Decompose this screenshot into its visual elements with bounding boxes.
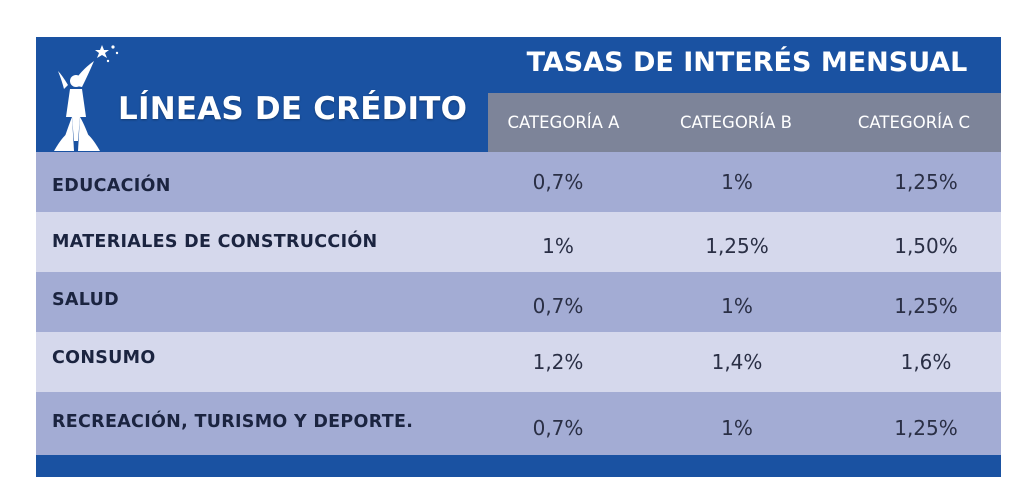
rate-category-b: 1,25% <box>705 234 769 258</box>
rate-category-b: 1% <box>721 294 753 318</box>
tasas-title: TASAS DE INTERÉS MENSUAL <box>526 47 968 78</box>
rate-category-c: 1,25% <box>894 294 958 318</box>
rate-category-a: 0,7% <box>532 294 584 318</box>
lineas-de-credito-title: LÍNEAS DE CRÉDITO <box>118 91 468 127</box>
rate-category-b: 1% <box>721 170 753 194</box>
rate-category-a: 1% <box>542 234 574 258</box>
rate-category-c: 1,25% <box>894 415 958 440</box>
rate-category-a: 0,7% <box>532 170 584 194</box>
row-label: SALUD <box>52 290 119 310</box>
category-header-strip <box>488 93 1001 152</box>
category-b-header: CATEGORÍA B <box>680 113 792 132</box>
row-label: RECREACIÓN, TURISMO Y DEPORTE. <box>52 411 414 432</box>
interest-rate-table: LÍNEAS DE CRÉDITO TASAS DE INTERÉS MENSU… <box>36 37 1001 477</box>
table-row: CONSUMO 1,2% 1,4% 1,6% <box>36 332 1001 392</box>
row-label: CONSUMO <box>52 348 156 368</box>
table-row: EDUCACIÓN 0,7% 1% 1,25% <box>36 152 1001 212</box>
footer-bar <box>36 455 1001 477</box>
rate-category-a: 0,7% <box>532 415 584 440</box>
table-row: RECREACIÓN, TURISMO Y DEPORTE. 0,7% 1% 1… <box>36 392 1001 455</box>
table-row: MATERIALES DE CONSTRUCCIÓN 1% 1,25% 1,50… <box>36 212 1001 272</box>
logo-icon <box>54 45 119 151</box>
rate-category-c: 1,6% <box>900 350 952 374</box>
rate-category-b: 1% <box>721 415 753 440</box>
category-c-header: CATEGORÍA C <box>857 113 971 132</box>
category-a-header: CATEGORÍA A <box>507 113 620 132</box>
rate-category-c: 1,50% <box>894 234 958 258</box>
table-header: LÍNEAS DE CRÉDITO TASAS DE INTERÉS MENSU… <box>36 37 1001 152</box>
table-row: SALUD 0,7% 1% 1,25% <box>36 272 1001 332</box>
rate-category-c: 1,25% <box>894 170 958 194</box>
row-label: MATERIALES DE CONSTRUCCIÓN <box>52 232 378 252</box>
row-label: EDUCACIÓN <box>52 176 171 196</box>
rate-category-b: 1,4% <box>711 350 763 374</box>
rate-category-a: 1,2% <box>532 350 584 374</box>
